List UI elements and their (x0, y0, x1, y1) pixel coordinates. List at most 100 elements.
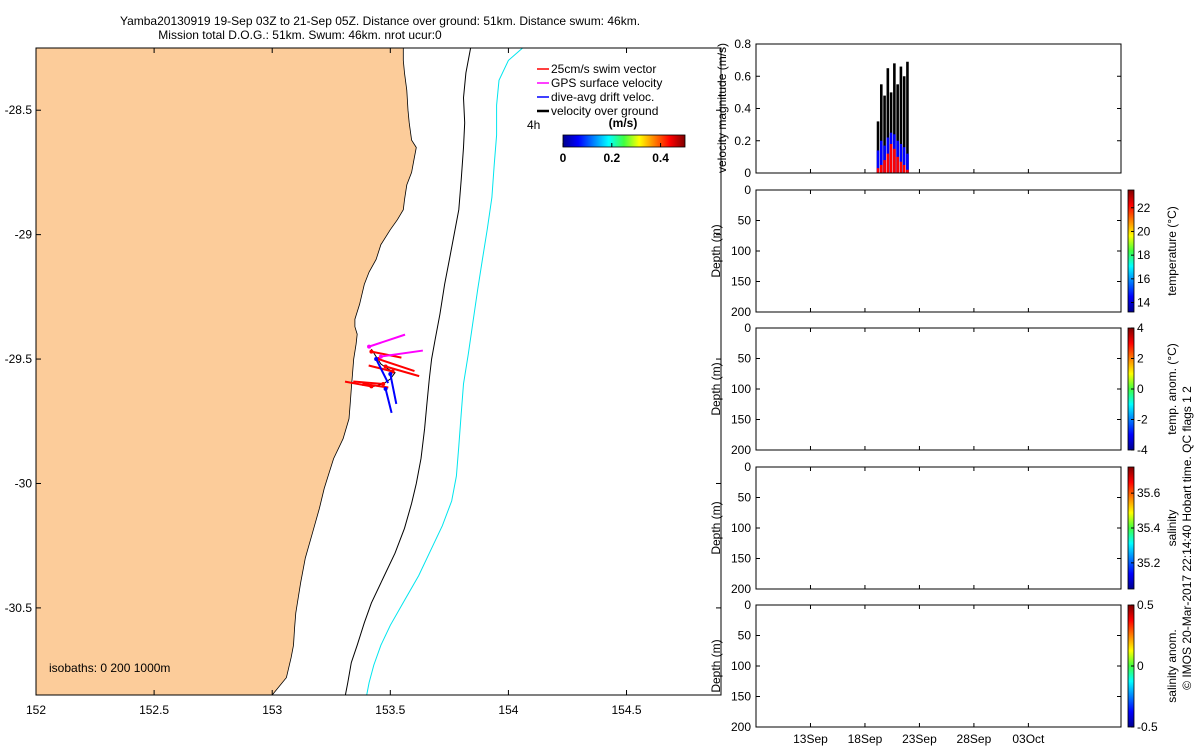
velocity-ytick-label-0: 0 (744, 166, 751, 180)
depth-panel-box-sal_anom (755, 604, 1122, 728)
map-ytick-label-4: -30.5 (5, 601, 33, 615)
time-xtick-label-3: 28Sep (957, 732, 992, 746)
depth-ytick-label-temperature-0: 0 (744, 183, 751, 197)
depth-ytick-label-temp_anom-4: 200 (731, 443, 751, 457)
depth-ytick-label-sal_anom-3: 150 (731, 690, 751, 704)
velocity-bar-2-9 (906, 169, 909, 173)
depth-ytick-label-salinity-3: 150 (731, 552, 751, 566)
velocity-bar-1-0 (876, 150, 880, 173)
vector-swim-1 (378, 358, 415, 373)
speed-colorbar-label-0: 0 (560, 151, 567, 165)
colorbar-temperature (1127, 189, 1135, 313)
vector-dot-swim-2 (383, 364, 388, 369)
footer-credit: © IMOS 20-Mar-2017 22:14:40 Hobart time.… (1180, 386, 1194, 690)
vector-dot-swim-3 (390, 369, 395, 374)
colorbar-tick-label-temperature-1: 16 (1137, 272, 1151, 286)
depth-ylabel-temp_anom: Depth (m) (709, 362, 723, 415)
depth-ytick-label-temperature-1: 50 (738, 214, 752, 228)
velocity-ytick-label-4: 0.8 (734, 37, 751, 51)
depth-ytick-label-salinity-0: 0 (744, 460, 751, 474)
depth-panel-temperature: 0 50 100 150 200 Depth (m) 14 16 18 20 22 temperatu… (709, 183, 1179, 319)
velocity-vectors (344, 333, 424, 414)
isobath-1000m-line (366, 48, 523, 695)
velocity-bar-0-7 (899, 66, 903, 173)
velocity-bar-2-7 (899, 161, 903, 173)
velocity-bar-2-3 (886, 153, 890, 173)
map-xtick-label-3: 153.5 (375, 703, 405, 717)
colorbar-tick-label-sal_anom-2: 0.5 (1137, 598, 1154, 612)
velocity-ticks: 0 0.2 0.4 0.6 0.8 (734, 37, 1121, 180)
colorbar-tick-label-salinity-1: 35.4 (1137, 521, 1161, 535)
vector-swim-0 (371, 350, 402, 359)
map-ytick-label-0: -28.5 (5, 103, 33, 117)
colorbar-tick-label-salinity-0: 35.2 (1137, 556, 1161, 570)
vector-dot-gps-11 (378, 354, 383, 359)
depth-ylabel-temperature: Depth (m) (709, 224, 723, 277)
colorbar-tick-label-temperature-3: 20 (1137, 224, 1151, 238)
colorbar-label-temperature: temperature (°C) (1165, 206, 1179, 296)
depth-ytick-label-salinity-1: 50 (738, 491, 752, 505)
depth-ytick-label-temperature-3: 150 (731, 275, 751, 289)
header-line-2: Mission total D.O.G.: 51km. Swum: 46km. … (158, 28, 442, 42)
speed-colorbar-ticks: 0 0.2 0.4 (560, 143, 669, 165)
depth-ytick-label-sal_anom-1: 50 (738, 629, 752, 643)
map-ytick-label-1: -29 (15, 228, 33, 242)
velocity-bar-1-9 (906, 153, 909, 173)
velocity-bars (876, 61, 909, 173)
vector-dot-dive-9 (383, 386, 388, 391)
velocity-bar-0-8 (902, 76, 906, 173)
map-ticks: 152 152.5 153 153.5 154 154.5 -28.5 -29 -29.5 -30… (5, 48, 721, 717)
legend-vog-label: velocity over ground (551, 104, 658, 118)
colorbar-tick-label-temperature-4: 22 (1137, 201, 1151, 215)
colorbar-tick-label-temperature-0: 14 (1137, 296, 1151, 310)
colorbar-tick-label-sal_anom-0: -0.5 (1137, 720, 1158, 734)
depth-ylabel-sal_anom: Depth (m) (709, 639, 723, 692)
velocity-ytick-label-1: 0.2 (734, 134, 751, 148)
vector-dot-dive-8 (388, 371, 393, 376)
depth-ytick-label-temp_anom-3: 150 (731, 413, 751, 427)
colorbar-label-sal_anom: salinity anom. (1165, 629, 1179, 702)
velocity-bar-0-1 (879, 84, 883, 173)
colorbar-tick-label-salinity-2: 35.6 (1137, 486, 1161, 500)
vector-dive-9 (384, 388, 393, 414)
colorbar-tick-label-temp_anom-2: 0 (1137, 382, 1144, 396)
depth-ytick-label-temperature-2: 100 (731, 244, 751, 258)
depth-panel-box-salinity (755, 466, 1122, 590)
velocity-bar-0-0 (876, 121, 880, 173)
colorbar-tick-label-temp_anom-1: -2 (1137, 413, 1148, 427)
depth-ytick-label-salinity-2: 100 (731, 521, 751, 535)
depth-panel-sal_anom: 0 50 100 150 200 Depth (m) -0.5 0 0.5 salinity an… (709, 598, 1179, 734)
depth-ytick-label-sal_anom-4: 200 (731, 720, 751, 734)
velocity-ytick-label-3: 0.6 (734, 69, 751, 83)
map-axes-box (35, 47, 722, 696)
map-xtick-label-1: 152.5 (139, 703, 169, 717)
velocity-bar-0-6 (896, 84, 899, 173)
velocity-bar-0-2 (883, 95, 886, 173)
speed-colorbar-label-1: 0.2 (603, 151, 620, 165)
velocity-chart: 0 0.2 0.4 0.6 0.8 velocity magnitude (m/s) (715, 37, 1122, 180)
depth-ylabel-salinity: Depth (m) (709, 501, 723, 554)
velocity-bar-1-1 (879, 140, 883, 173)
velocity-bar-2-6 (896, 156, 899, 173)
colorbar-tick-label-temp_anom-4: 4 (1137, 321, 1144, 335)
velocity-bar-0-9 (906, 61, 909, 173)
depth-ytick-label-temp_anom-2: 100 (731, 382, 751, 396)
velocity-bar-1-7 (899, 143, 903, 173)
vector-dive-7 (375, 358, 390, 384)
isobath-200m-line (344, 48, 472, 695)
colorbar-units: (m/s) (609, 116, 638, 130)
vector-swim-6 (364, 382, 389, 389)
colorbar-label-salinity: salinity (1165, 510, 1179, 547)
map-xtick-label-0: 152 (26, 703, 46, 717)
velocity-bar-2-5 (893, 148, 896, 173)
depth-panel-salinity: 0 50 100 150 200 Depth (m) 35.2 35.4 35.6 salinit… (709, 460, 1179, 596)
legend-gps-label: GPS surface velocity (551, 76, 662, 90)
velocity-bar-0-3 (886, 68, 890, 173)
colorbar-label-temp_anom: temp. anom. (°C) (1165, 343, 1179, 435)
time-xtick-label-1: 18Sep (848, 732, 883, 746)
depth-ytick-label-temp_anom-0: 0 (744, 321, 751, 335)
map-ytick-label-3: -30 (15, 476, 33, 490)
vector-dot-swim-6 (362, 381, 367, 386)
map-chart: 152 152.5 153 153.5 154 154.5 -28.5 -29 -29.5 -30… (5, 47, 722, 717)
